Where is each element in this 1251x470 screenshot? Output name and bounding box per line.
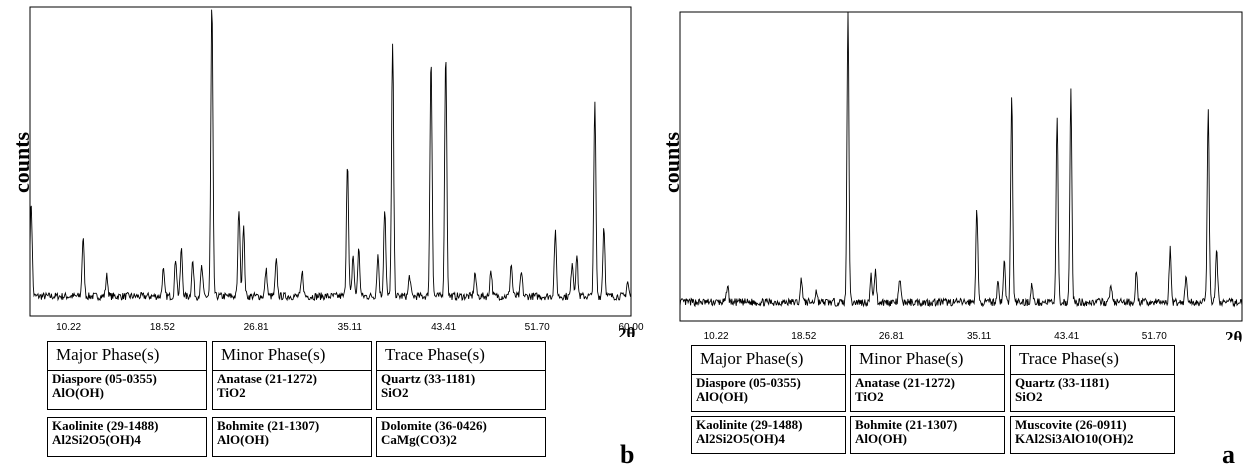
phase-name: Anatase (21-1272) bbox=[855, 376, 1000, 390]
phase-formula: Al2Si2O5(OH)4 bbox=[52, 433, 202, 447]
diffraction-trace bbox=[30, 10, 631, 301]
phase-formula: TiO2 bbox=[217, 386, 367, 400]
major-phase-entry: Diaspore (05-0355) AlO(OH) bbox=[47, 370, 207, 410]
minor-phase-header: Minor Phase(s) bbox=[212, 341, 372, 371]
phase-formula: CaMg(CO3)2 bbox=[381, 433, 541, 447]
x-tick-label: 51.70 bbox=[525, 322, 550, 333]
phase-name: Diaspore (05-0355) bbox=[696, 376, 841, 390]
phase-name: Bohmite (21-1307) bbox=[217, 419, 367, 433]
plot-frame bbox=[680, 12, 1242, 321]
minor-phase-entry: Bohmite (21-1307) AlO(OH) bbox=[850, 416, 1005, 454]
phase-formula: AlO(OH) bbox=[855, 432, 1000, 446]
phase-formula: TiO2 bbox=[855, 390, 1000, 404]
phase-table: Major Phase(s) Diaspore (05-0355) AlO(OH… bbox=[680, 340, 1240, 468]
trace-phase-entry: Quartz (33-1181) SiO2 bbox=[376, 370, 546, 410]
trace-phase-header: Trace Phase(s) bbox=[1010, 345, 1175, 375]
minor-phase-entry: Anatase (21-1272) TiO2 bbox=[850, 374, 1005, 412]
phase-formula: Al2Si2O5(OH)4 bbox=[696, 432, 841, 446]
phase-name: Muscovite (26-0911) bbox=[1015, 418, 1170, 432]
phase-formula: KAl2Si3AlO10(OH)2 bbox=[1015, 432, 1170, 446]
panel-letter: b bbox=[620, 440, 634, 470]
major-phase-header: Major Phase(s) bbox=[691, 345, 846, 375]
major-phase-entry: Kaolinite (29-1488) Al2Si2O5(OH)4 bbox=[47, 417, 207, 457]
phase-formula: SiO2 bbox=[1015, 390, 1170, 404]
minor-phase-entry: Bohmite (21-1307) AlO(OH) bbox=[212, 417, 372, 457]
x-tick-label: 35.11 bbox=[338, 322, 363, 333]
minor-phase-entry: Anatase (21-1272) TiO2 bbox=[212, 370, 372, 410]
major-phase-header: Major Phase(s) bbox=[47, 341, 207, 371]
phase-name: Quartz (33-1181) bbox=[381, 372, 541, 386]
trace-phase-entry: Dolomite (36-0426) CaMg(CO3)2 bbox=[376, 417, 546, 457]
phase-name: Diaspore (05-0355) bbox=[52, 372, 202, 386]
phase-table: Major Phase(s) Diaspore (05-0355) AlO(OH… bbox=[36, 337, 634, 468]
trace-phase-header: Trace Phase(s) bbox=[376, 341, 546, 371]
trace-phase-entry: Muscovite (26-0911) KAl2Si3AlO10(OH)2 bbox=[1010, 416, 1175, 454]
x-tick-label: 18.52 bbox=[150, 322, 175, 333]
major-phase-entry: Diaspore (05-0355) AlO(OH) bbox=[691, 374, 846, 412]
phase-name: Anatase (21-1272) bbox=[217, 372, 367, 386]
x-tick-label: 26.81 bbox=[244, 322, 269, 333]
phase-name: Dolomite (36-0426) bbox=[381, 419, 541, 433]
phase-name: Kaolinite (29-1488) bbox=[696, 418, 841, 432]
x-tick-label: 43.41 bbox=[431, 322, 456, 333]
phase-formula: AlO(OH) bbox=[217, 433, 367, 447]
plot-frame bbox=[30, 7, 631, 316]
minor-phase-header: Minor Phase(s) bbox=[850, 345, 1005, 375]
phase-name: Kaolinite (29-1488) bbox=[52, 419, 202, 433]
trace-phase-entry: Quartz (33-1181) SiO2 bbox=[1010, 374, 1175, 412]
x-tick-label: 10.22 bbox=[56, 322, 81, 333]
phase-name: Bohmite (21-1307) bbox=[855, 418, 1000, 432]
major-phase-entry: Kaolinite (29-1488) Al2Si2O5(OH)4 bbox=[691, 416, 846, 454]
phase-formula: SiO2 bbox=[381, 386, 541, 400]
diffraction-trace bbox=[680, 12, 1242, 306]
panel-letter: a bbox=[1222, 440, 1235, 470]
phase-formula: AlO(OH) bbox=[696, 390, 841, 404]
phase-name: Quartz (33-1181) bbox=[1015, 376, 1170, 390]
phase-formula: AlO(OH) bbox=[52, 386, 202, 400]
